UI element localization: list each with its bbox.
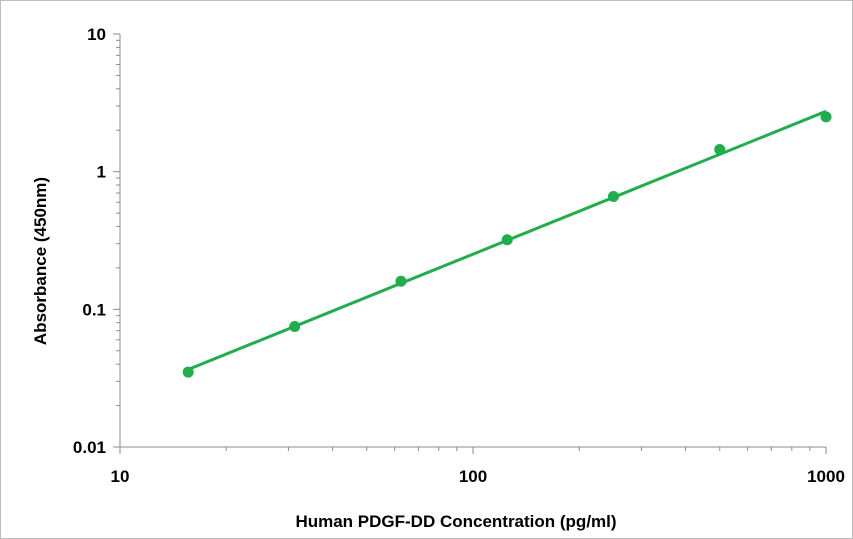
- y-tick-labels: 0.01 0.1 1 10: [73, 25, 106, 457]
- x-tick-label: 100: [459, 467, 487, 486]
- axes: [113, 33, 827, 454]
- data-point: [501, 234, 513, 246]
- x-tick-label: 10: [111, 467, 130, 486]
- y-tick-label: 10: [87, 25, 106, 44]
- x-tick-label: 1000: [807, 467, 845, 486]
- y-tick-label: 0.1: [82, 300, 106, 319]
- x-axis-title: Human PDGF-DD Concentration (pg/ml): [295, 512, 616, 531]
- data-point: [182, 366, 194, 378]
- data-point: [607, 191, 619, 203]
- y-tick-label: 1: [97, 163, 106, 182]
- data-point: [395, 275, 407, 287]
- y-axis-title: Absorbance (450nm): [31, 177, 50, 345]
- x-tick-labels: 10 100 1000: [111, 467, 845, 486]
- y-tick-label: 0.01: [73, 438, 106, 457]
- data-point: [820, 111, 832, 123]
- data-point: [289, 321, 301, 333]
- data-points: [182, 111, 832, 378]
- data-point: [714, 143, 726, 155]
